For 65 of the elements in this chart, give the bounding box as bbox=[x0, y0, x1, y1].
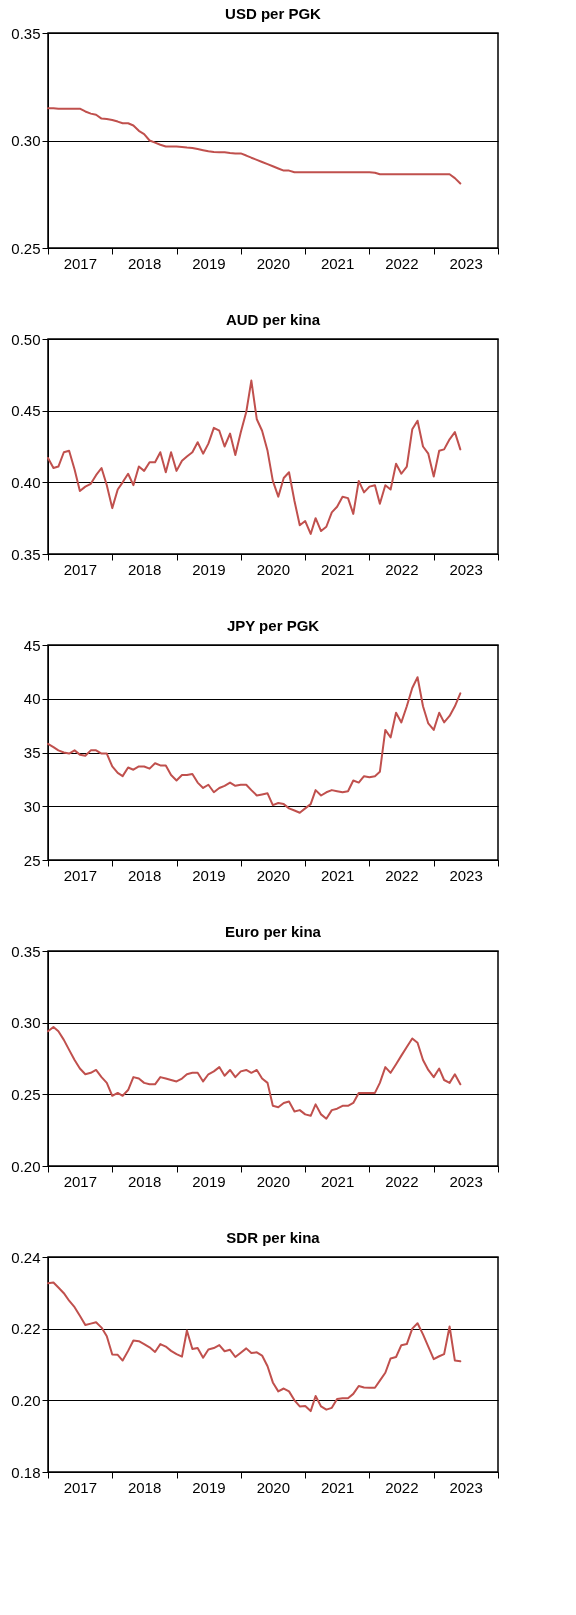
y-tick-label: 0.22 bbox=[11, 1320, 41, 1338]
x-tick-label: 2017 bbox=[63, 866, 98, 884]
x-tick-label: 2019 bbox=[192, 1478, 226, 1496]
x-tick-label: 2018 bbox=[127, 866, 162, 884]
y-tick-label: 0.35 bbox=[11, 942, 41, 960]
y-tick-label: 0.20 bbox=[11, 1391, 41, 1409]
y-tick-label: 0.45 bbox=[11, 402, 41, 420]
x-tick-label: 2020 bbox=[256, 866, 291, 884]
x-tick-label: 2017 bbox=[63, 1478, 98, 1496]
y-tick-label: 0.35 bbox=[11, 545, 41, 563]
x-tick-label: 2021 bbox=[320, 560, 355, 578]
x-tick-label: 2020 bbox=[256, 1478, 291, 1496]
y-tick-label: 35 bbox=[23, 744, 41, 761]
line-series bbox=[47, 1025, 462, 1120]
x-tick-label: 2020 bbox=[256, 560, 291, 578]
chart-title: AUD per kina bbox=[225, 311, 321, 328]
x-tick-label: 2023 bbox=[449, 1172, 483, 1190]
y-tick-label: 0.35 bbox=[11, 24, 41, 42]
y-tick-label: 0.20 bbox=[11, 1157, 41, 1175]
line-series bbox=[47, 107, 462, 185]
y-tick-label: 0.25 bbox=[11, 1085, 41, 1103]
x-tick-label: 2019 bbox=[192, 560, 226, 578]
x-tick-label: 2023 bbox=[449, 1478, 483, 1496]
x-tick-label: 2018 bbox=[127, 1478, 162, 1496]
y-tick-label: 0.50 bbox=[11, 330, 41, 348]
x-tick-label: 2022 bbox=[385, 560, 419, 578]
y-tick-label: 0.30 bbox=[11, 132, 41, 149]
chart-title: JPY per PGK bbox=[226, 617, 320, 634]
x-tick-label: 2020 bbox=[256, 254, 291, 272]
x-tick-label: 2022 bbox=[385, 1172, 419, 1190]
x-tick-label: 2022 bbox=[385, 1478, 419, 1496]
x-tick-label: 2022 bbox=[385, 254, 419, 272]
y-tick-label: 40 bbox=[23, 690, 41, 708]
chart-title: USD per PGK bbox=[225, 5, 322, 22]
y-tick-label: 0.24 bbox=[11, 1248, 41, 1266]
x-tick-label: 2020 bbox=[256, 1172, 291, 1190]
y-tick-label: 0.25 bbox=[11, 239, 41, 257]
x-tick-label: 2021 bbox=[320, 866, 355, 884]
line-series bbox=[47, 676, 462, 814]
y-tick-label: 25 bbox=[23, 851, 41, 869]
x-tick-label: 2019 bbox=[192, 1172, 226, 1190]
x-tick-label: 2023 bbox=[449, 866, 483, 884]
x-tick-label: 2021 bbox=[320, 254, 355, 272]
x-tick-label: 2019 bbox=[192, 254, 226, 272]
x-tick-label: 2022 bbox=[385, 866, 419, 884]
x-tick-label: 2018 bbox=[127, 1172, 162, 1190]
x-tick-label: 2017 bbox=[63, 560, 98, 578]
y-tick-label: 45 bbox=[23, 636, 41, 654]
x-tick-label: 2017 bbox=[63, 254, 98, 272]
y-tick-label: 0.18 bbox=[11, 1463, 41, 1481]
y-tick-label: 30 bbox=[23, 797, 41, 815]
x-tick-label: 2023 bbox=[449, 560, 483, 578]
x-tick-label: 2017 bbox=[63, 1172, 98, 1190]
x-tick-label: 2019 bbox=[192, 866, 226, 884]
y-tick-label: 0.40 bbox=[11, 473, 41, 491]
chart-title: Euro per kina bbox=[225, 923, 322, 940]
x-tick-label: 2021 bbox=[320, 1478, 355, 1496]
line-series bbox=[47, 1281, 462, 1413]
chart-title: SDR per kina bbox=[226, 1229, 321, 1246]
line-series bbox=[47, 379, 462, 535]
x-tick-label: 2023 bbox=[449, 254, 483, 272]
x-tick-label: 2018 bbox=[127, 560, 162, 578]
x-tick-label: 2021 bbox=[320, 1172, 355, 1190]
y-tick-label: 0.30 bbox=[11, 1014, 41, 1032]
x-tick-label: 2018 bbox=[127, 254, 162, 272]
